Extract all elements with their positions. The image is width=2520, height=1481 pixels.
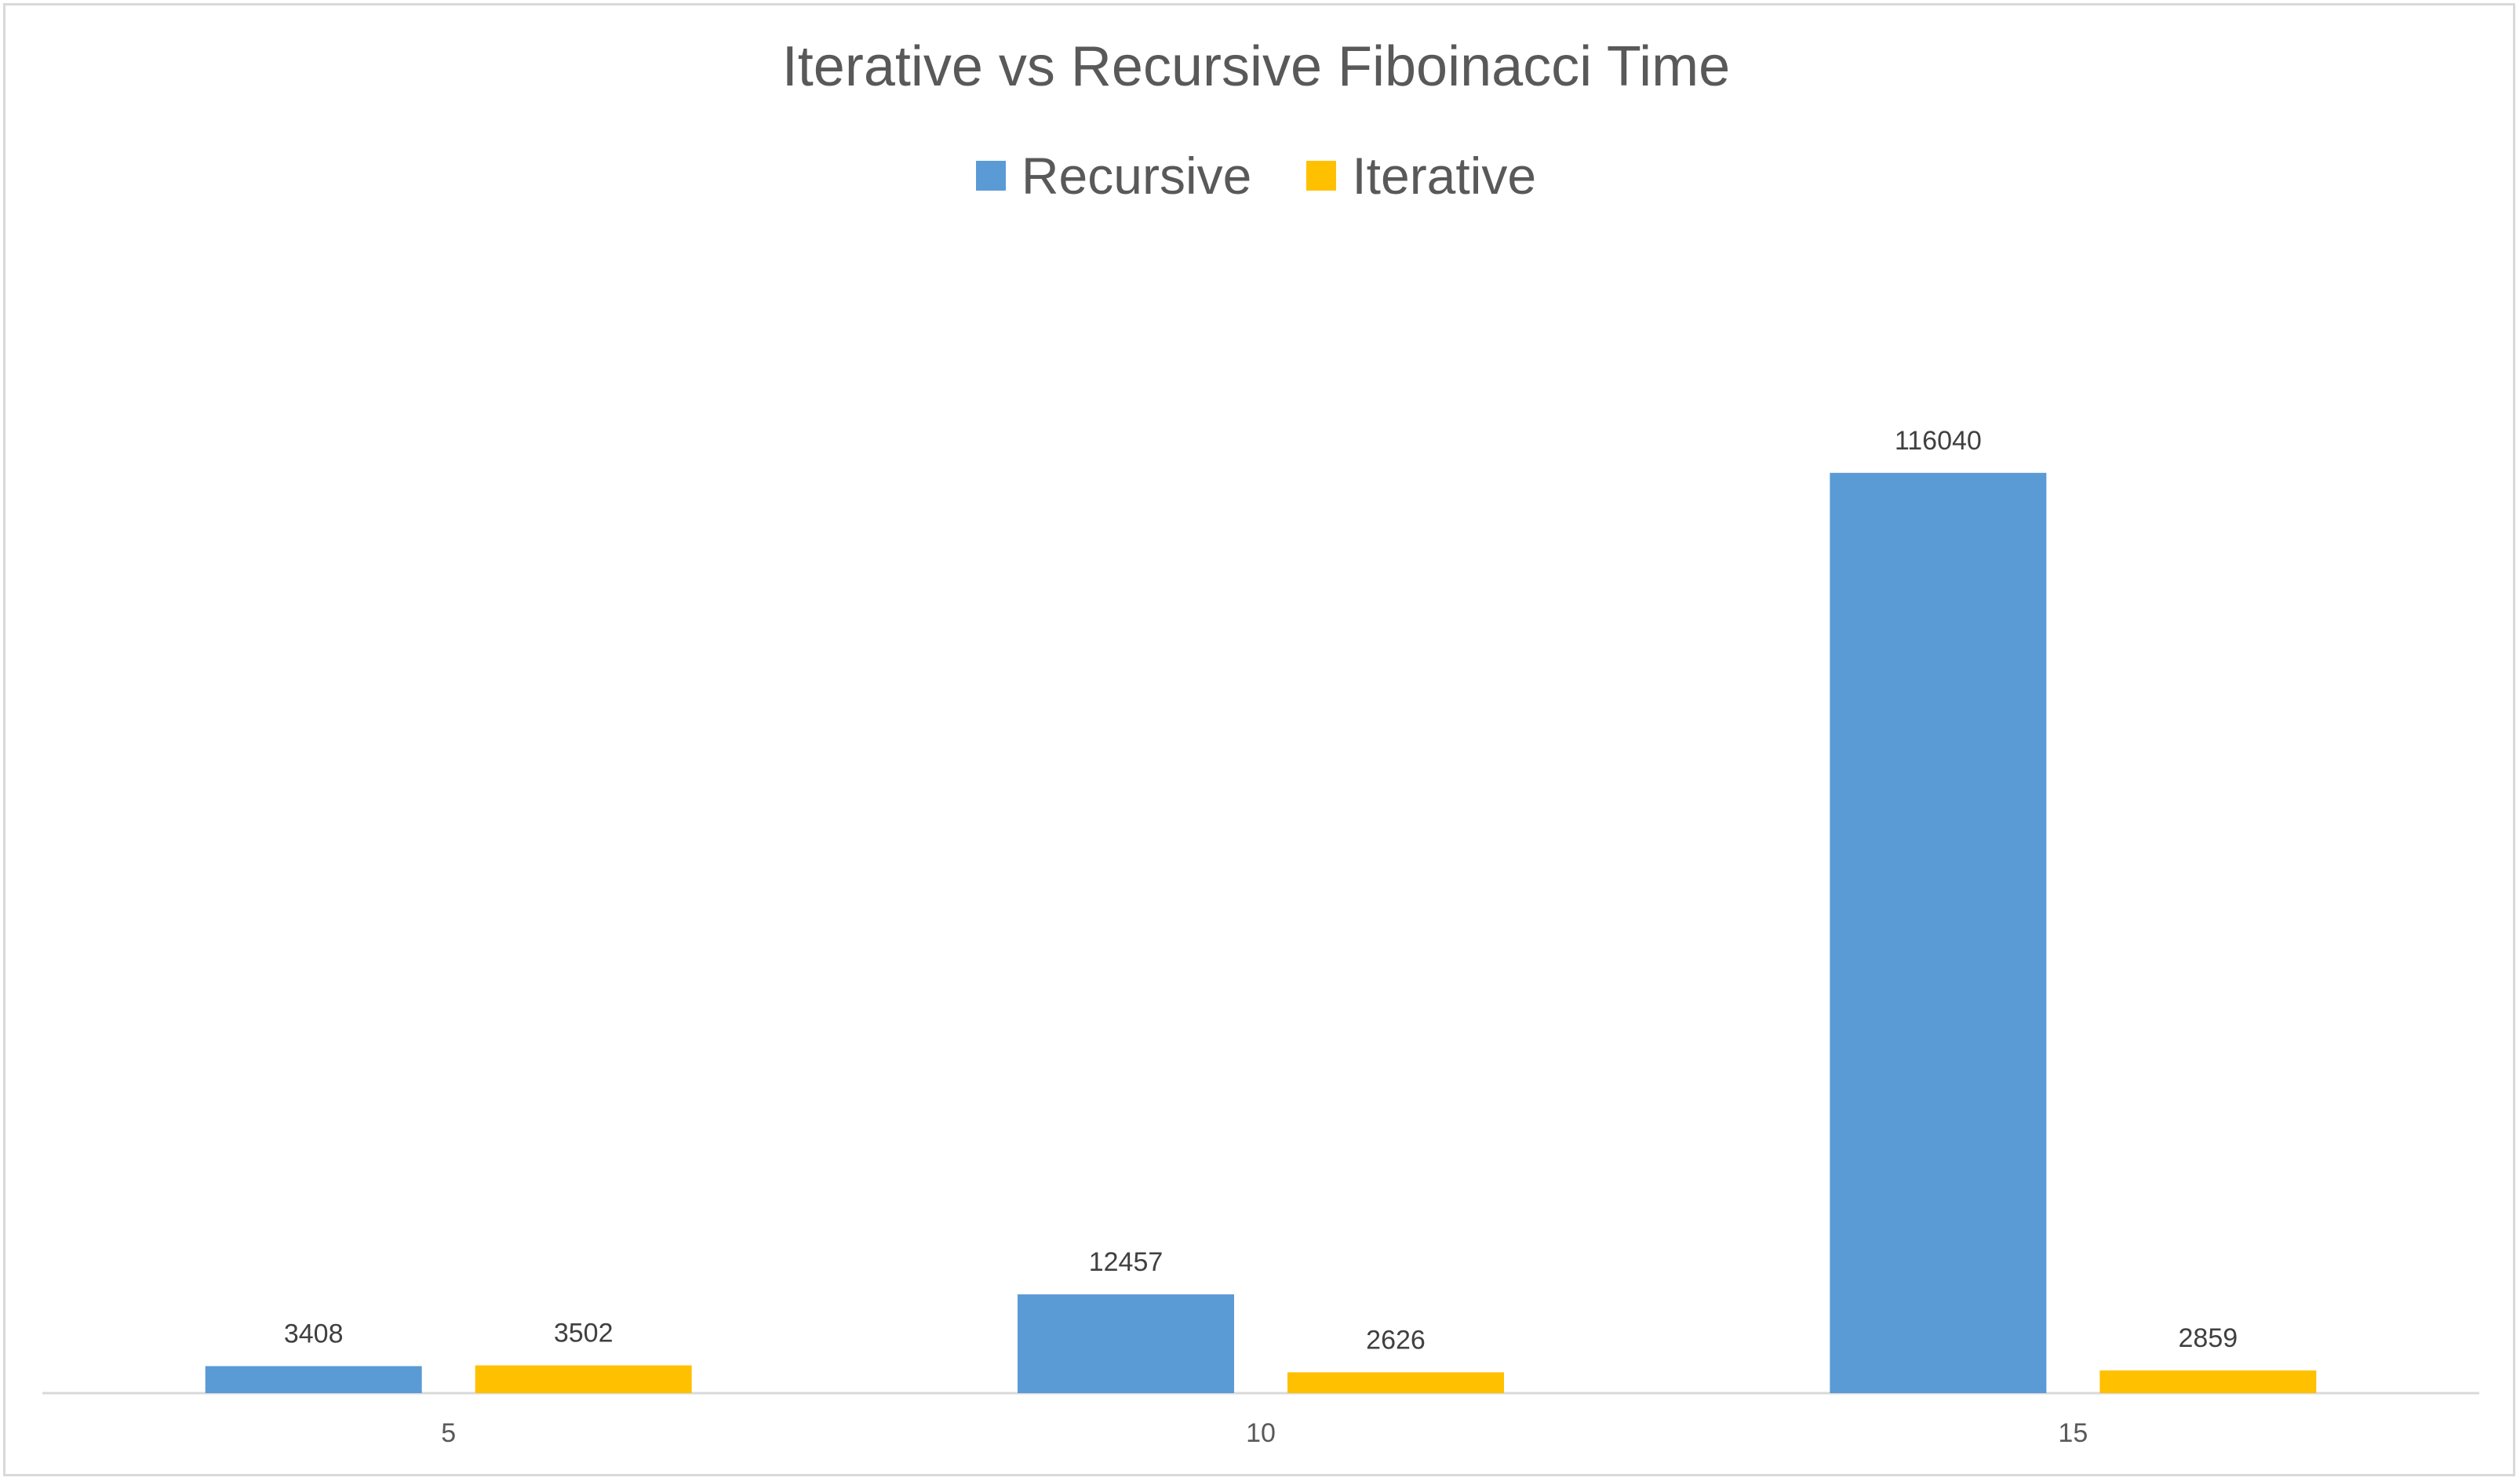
- legend-item-recursive: Recursive: [975, 146, 1252, 206]
- bar-iterative-5: [475, 1365, 692, 1393]
- data-label-recursive-5: 3408: [284, 1319, 344, 1349]
- bar-iterative-15: [2099, 1370, 2317, 1393]
- legend: Recursive Iterative: [0, 146, 2512, 206]
- data-label-recursive-10: 12457: [1089, 1247, 1163, 1277]
- bar-recursive-10: [1018, 1294, 1234, 1393]
- legend-swatch-iterative: [1306, 161, 1337, 191]
- bar-recursive-5: [205, 1366, 422, 1393]
- bar-iterative-10: [1287, 1372, 1504, 1393]
- x-tick-label-10: 10: [1246, 1418, 1276, 1448]
- legend-swatch-recursive: [975, 161, 1006, 191]
- x-tick-label-5: 5: [441, 1418, 456, 1448]
- data-label-iterative-15: 2859: [2179, 1323, 2238, 1353]
- legend-item-iterative: Iterative: [1306, 146, 1536, 206]
- legend-label-iterative: Iterative: [1352, 147, 1537, 205]
- bars-group: [205, 472, 2317, 1393]
- x-tick-labels-group: 5 10 15: [441, 1418, 2088, 1448]
- legend-label-recursive: Recursive: [1021, 147, 1252, 205]
- bar-recursive-15: [1830, 472, 2047, 1393]
- data-label-iterative-5: 3502: [554, 1319, 614, 1348]
- data-label-iterative-10: 2626: [1366, 1325, 1426, 1355]
- x-tick-label-15: 15: [2058, 1418, 2088, 1448]
- data-label-recursive-15: 116040: [1895, 426, 1982, 456]
- chart-title: Iterative vs Recursive Fiboinacci Time: [781, 35, 1731, 98]
- data-labels-group: 3408 3502 12457 2626 116040 2859: [284, 426, 2238, 1355]
- chart-frame: [3, 3, 2515, 1476]
